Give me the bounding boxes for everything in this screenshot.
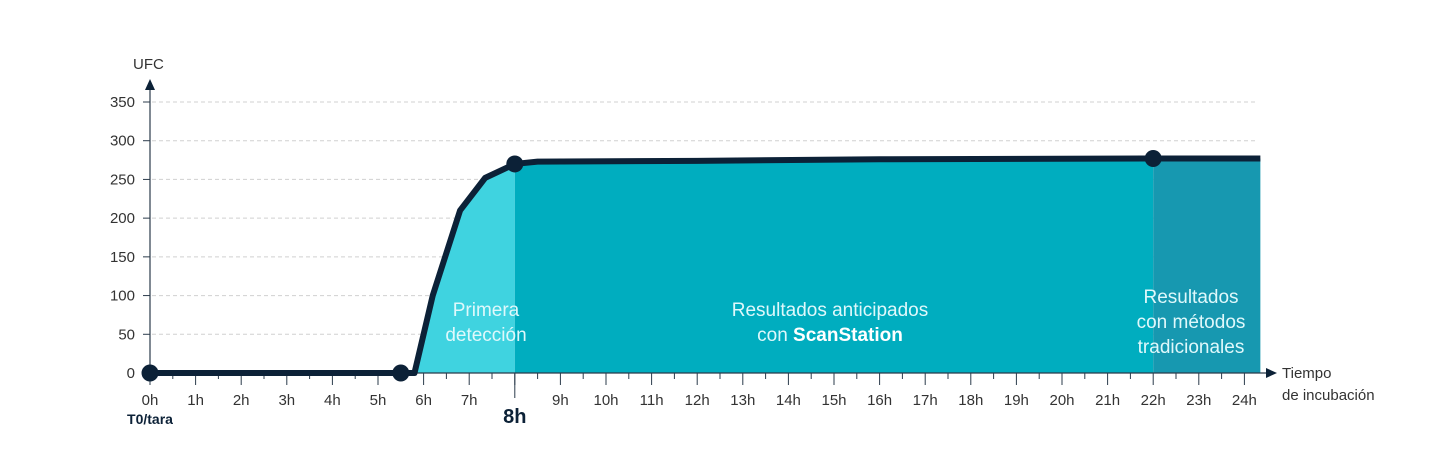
x-tick-label: 24h: [1232, 392, 1257, 409]
regions: [414, 158, 1261, 373]
region-area: [514, 158, 1154, 373]
series-line-path: [150, 155, 1261, 376]
x-tick-label: 5h: [370, 392, 387, 409]
region-label-anticipados-1: Resultados anticipados: [732, 300, 928, 321]
x-tick-label: 9h: [552, 392, 569, 409]
y-tick-label: 150: [110, 249, 135, 266]
y-tick-label: 200: [110, 210, 135, 227]
x-axis-label-line2: de incubación: [1282, 387, 1375, 404]
y-tick-label: 100: [110, 288, 135, 305]
y-tick-label: 250: [110, 171, 135, 188]
y-axis-label: UFC: [133, 56, 164, 73]
region-label-con: con: [757, 325, 793, 346]
region-area: [414, 163, 515, 373]
y-tick-label: 0: [127, 365, 135, 382]
data-point-marker: [141, 364, 159, 382]
x-tick-label: 18h: [958, 392, 983, 409]
x-sublabel-t0: T0/tara: [127, 411, 173, 427]
x-tick-label: 12h: [685, 392, 710, 409]
region-label-primera-2: detección: [445, 325, 526, 346]
x-tick-label: 20h: [1049, 392, 1074, 409]
x-tick-label: 13h: [730, 392, 755, 409]
region-area: [1153, 158, 1261, 373]
y-tick-label: 300: [110, 133, 135, 150]
x-tick-label: 14h: [776, 392, 801, 409]
x-tick-label: 4h: [324, 392, 341, 409]
x-tick-label: 11h: [640, 392, 664, 409]
region-label-anticipados-2: con ScanStation: [757, 325, 903, 346]
x-tick-label: 2h: [233, 392, 250, 409]
x-tick-label: 22h: [1141, 392, 1166, 409]
region-label-tradicionales-1: Resultados: [1143, 287, 1238, 308]
x-tick-label: 15h: [821, 392, 846, 409]
y-tick-label: 350: [110, 94, 135, 111]
region-label-scanstation: ScanStation: [793, 325, 903, 346]
x-tick-label: 7h: [461, 392, 478, 409]
x-axis-arrow-icon: [1266, 368, 1277, 378]
region-label-primera-1: Primera: [453, 300, 520, 321]
series-line: [141, 150, 1261, 382]
x-tick-label: 1h: [187, 392, 204, 409]
x-tick-label: 16h: [867, 392, 892, 409]
data-point-marker: [392, 364, 410, 382]
x-tick-label: 21h: [1095, 392, 1120, 409]
x-tick-label: 23h: [1186, 392, 1211, 409]
x-tick-label: 17h: [913, 392, 938, 409]
data-point-marker: [506, 155, 524, 173]
region-label-tradicionales-3: tradicionales: [1138, 337, 1245, 358]
x-tick-label: 3h: [278, 392, 295, 409]
data-point-marker: [1144, 150, 1162, 168]
x-tick-label: 19h: [1004, 392, 1029, 409]
x-tick-label: 6h: [415, 392, 432, 409]
x-tick-label: 10h: [593, 392, 618, 409]
x-axis-label-line1: Tiempo: [1282, 365, 1331, 382]
x-tick-label: 8h: [503, 406, 526, 428]
x-tick-label: 0h: [142, 392, 159, 409]
y-tick-label: 50: [118, 326, 135, 343]
labels: UFC Tiempo de incubación T0/tara Primera…: [127, 56, 1375, 427]
region-label-tradicionales-2: con métodos: [1137, 312, 1246, 333]
y-axis-arrow-icon: [145, 79, 155, 90]
axes: 0 50 100 150 200 250 300 350 0h 1h 2h 3h 4h 5h 6h 7h 8h 9…: [110, 79, 1277, 428]
